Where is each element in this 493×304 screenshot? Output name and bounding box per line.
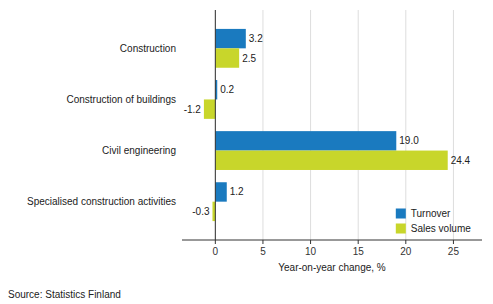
y-tick-label: Construction [120, 43, 176, 54]
x-tick-label: 15 [353, 246, 365, 257]
data-label: 0.2 [220, 84, 234, 95]
bar [204, 99, 215, 118]
bar [215, 29, 245, 48]
y-tick-label: Specialised construction activities [27, 196, 176, 207]
x-tick-label: 25 [448, 246, 460, 257]
legend-swatch [396, 224, 406, 234]
bar [215, 131, 396, 150]
legend-swatch [396, 209, 406, 219]
legend: Turnover Sales volume [396, 208, 471, 234]
chart: 1.2 19.0 0.2 3.2 -0.3 24.4 -1.2 2.5 0 5 10 15 20 25 Ye… [0, 0, 493, 304]
x-tick-label: 10 [305, 246, 317, 257]
data-label: -0.3 [192, 206, 210, 217]
legend-label: Sales volume [411, 223, 471, 234]
x-tick [310, 240, 311, 244]
data-label: -1.2 [184, 104, 202, 115]
x-tick [215, 240, 216, 244]
y-tick-label: Construction of buildings [66, 94, 176, 105]
x-tick [358, 240, 359, 244]
data-label: 24.4 [451, 155, 471, 166]
zero-line [215, 10, 216, 240]
legend-label: Turnover [411, 208, 451, 219]
grid-line [405, 10, 406, 240]
y-tick-label: Civil engineering [102, 145, 176, 156]
grid-line [453, 10, 454, 240]
source-note: Source: Statistics Finland [8, 289, 121, 300]
grid-line [262, 10, 263, 240]
data-label: 1.2 [230, 186, 244, 197]
x-tick [405, 240, 406, 244]
bar [215, 182, 226, 201]
x-tick [453, 240, 454, 244]
x-tick-label: 20 [400, 246, 412, 257]
grid-line [358, 10, 359, 240]
data-label: 3.2 [249, 33, 263, 44]
x-tick [262, 240, 263, 244]
bar [215, 151, 447, 170]
x-tick-label: 5 [260, 246, 266, 257]
x-tick-label: 0 [213, 246, 219, 257]
grid-line [215, 10, 216, 240]
bars [204, 29, 448, 221]
data-label: 19.0 [399, 135, 419, 146]
x-axis-label: Year-on-year change, % [278, 262, 386, 273]
data-label: 2.5 [242, 53, 256, 64]
x-axis-line [182, 240, 482, 241]
bar [215, 48, 239, 67]
grid-line [310, 10, 311, 240]
